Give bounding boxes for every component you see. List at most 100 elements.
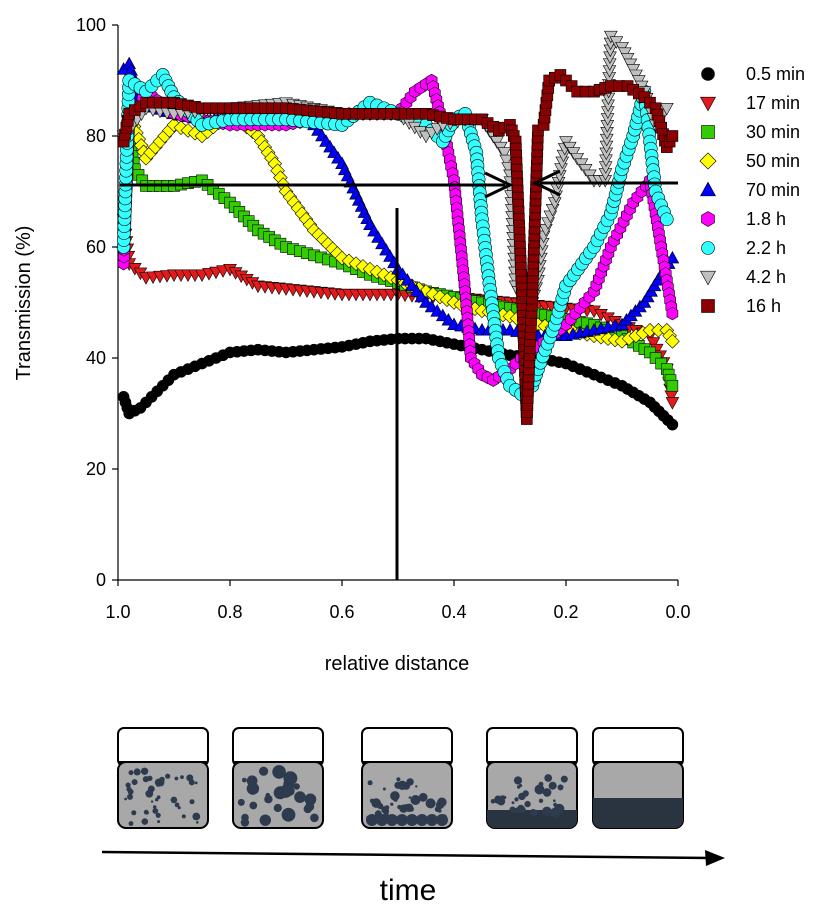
particle (553, 799, 556, 802)
particle (381, 806, 389, 814)
particle (259, 814, 271, 826)
particle (406, 814, 418, 826)
legend-label: 50 min (746, 151, 800, 171)
particle (542, 788, 552, 797)
particle (128, 770, 134, 776)
vial-cap (361, 727, 453, 767)
particle (369, 798, 375, 803)
legend-marker (701, 67, 715, 81)
particle (538, 798, 544, 803)
particle (530, 808, 537, 815)
particle (241, 777, 247, 783)
particle (548, 781, 557, 790)
particle (303, 804, 312, 814)
y-ticks: 0 20 40 60 80 100 (76, 15, 118, 590)
right-arrowhead (531, 169, 561, 197)
legend-item: 1.8 h (701, 209, 786, 229)
particle (279, 784, 293, 798)
particle (534, 784, 545, 795)
particle (174, 802, 180, 808)
time-arrow (101, 850, 725, 866)
particle (174, 776, 179, 781)
particle (410, 795, 421, 805)
particle (310, 813, 319, 823)
legend-label: 17 min (746, 93, 800, 113)
vial (361, 727, 453, 829)
x-tick-label: 0.4 (441, 602, 466, 622)
vial-cap (486, 727, 578, 767)
legend-item: 17 min (700, 93, 800, 113)
particle (542, 806, 552, 817)
vial-contents (366, 777, 448, 826)
particle (402, 782, 411, 790)
particle (382, 787, 386, 791)
y-tick-label: 100 (76, 15, 106, 35)
particle (544, 774, 553, 782)
particle (156, 795, 161, 800)
particle (490, 799, 496, 804)
particle (127, 793, 133, 800)
data-point (666, 379, 679, 392)
legend-label: 16 h (746, 296, 781, 316)
particle (181, 814, 186, 819)
series-16-h (117, 69, 679, 425)
particle (128, 821, 134, 826)
particle (396, 814, 408, 826)
particle (366, 814, 378, 826)
particle (520, 806, 526, 813)
legend-marker (699, 152, 717, 170)
legend-item: 50 min (699, 151, 800, 171)
plot-area (116, 25, 680, 581)
particle (196, 821, 199, 824)
legend-item: 0.5 min (701, 64, 805, 84)
particle (404, 804, 408, 807)
series-50-min (121, 106, 680, 349)
particle (416, 814, 428, 826)
legend: 0.5 min 17 min 30 min 50 min 70 min 1.8 h 2.2 … (699, 64, 805, 316)
legend-item: 16 h (701, 296, 781, 316)
x-tick-label: 1.0 (105, 602, 130, 622)
particle (377, 803, 384, 810)
data-point (665, 397, 680, 410)
data-point (665, 250, 680, 264)
legend-item: 70 min (700, 180, 800, 200)
particle (386, 814, 398, 826)
vial-cap (592, 727, 684, 767)
particle (131, 810, 137, 816)
particle (147, 788, 151, 791)
particle (150, 800, 154, 803)
annotations (120, 169, 678, 580)
y-axis-label: Transmission (%) (13, 226, 35, 381)
y-tick-label: 80 (86, 126, 106, 146)
legend-label: 2.2 h (746, 238, 786, 258)
legend-label: 0.5 min (746, 64, 805, 84)
legend-label: 30 min (746, 122, 800, 142)
y-tick-label: 40 (86, 348, 106, 368)
legend-marker (700, 270, 716, 286)
x-tick-label: 0.6 (329, 602, 354, 622)
left-arrowhead (484, 171, 514, 199)
particle (194, 781, 198, 785)
vial-contents (593, 798, 683, 828)
particle (390, 791, 400, 801)
particle (152, 805, 157, 809)
vial-contents (124, 767, 201, 826)
particle (426, 814, 438, 826)
legend-label: 70 min (746, 180, 800, 200)
particle (396, 777, 401, 782)
particle (141, 818, 149, 825)
vial-contents (237, 765, 319, 827)
legend-marker (701, 125, 715, 139)
vial (117, 727, 209, 829)
particle (155, 798, 159, 802)
particle (127, 788, 134, 795)
y-tick-label: 60 (86, 237, 106, 257)
y-tick-label: 0 (96, 570, 106, 590)
particle (511, 801, 515, 805)
particle (509, 806, 516, 813)
particle (237, 798, 245, 806)
particle (246, 782, 260, 795)
legend-item: 30 min (701, 122, 800, 142)
particle (283, 771, 298, 786)
